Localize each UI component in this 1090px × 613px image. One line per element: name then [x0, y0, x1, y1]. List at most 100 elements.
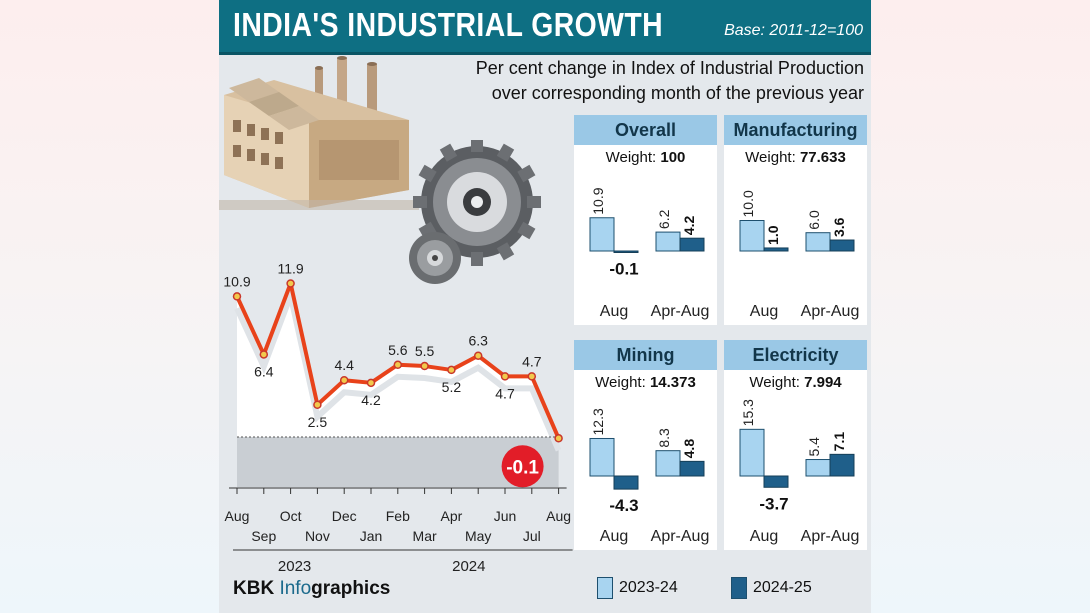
data-point [232, 292, 242, 301]
bar-category-label: Aug [750, 528, 778, 545]
bar-value-label: 12.3 [590, 408, 606, 435]
bar-value-label: -0.1 [609, 260, 638, 279]
bar-value-label: 4.2 [681, 216, 697, 236]
x-tick-label: Dec [332, 508, 357, 524]
infographic-card: INDIA'S INDUSTRIAL GROWTH Base: 2011-12=… [219, 0, 871, 613]
subtitle: Per cent change in Index of Industrial P… [399, 56, 864, 106]
data-label: 6.3 [468, 333, 488, 349]
bar-2024-25 [763, 247, 789, 252]
year-label: 2024 [452, 558, 485, 575]
bar-2023-24 [589, 217, 615, 252]
bar-2023-24 [739, 428, 765, 477]
bar-value-label: 6.0 [806, 210, 822, 230]
x-tick-label: Jan [360, 528, 383, 544]
bar-2023-24 [655, 450, 681, 477]
legend-swatch-dark [731, 577, 747, 599]
panel-title-mining: Mining [574, 340, 717, 370]
bar-2024-25 [829, 239, 855, 252]
bar-2024-25 [829, 453, 855, 477]
weight-overall: Weight: 100 [605, 149, 686, 166]
data-label: 6.4 [254, 363, 274, 379]
panel-title-manufacturing: Manufacturing [724, 115, 867, 145]
legend-item-2024-25: 2024-25 [731, 577, 812, 599]
bar-value-label: 3.6 [831, 217, 847, 237]
main-title: INDIA'S INDUSTRIAL GROWTH [233, 6, 664, 43]
data-label: 10.9 [223, 273, 250, 289]
bar-value-label: -4.3 [609, 496, 638, 515]
data-point [554, 434, 563, 443]
base-note: Base: 2011-12=100 [724, 22, 863, 39]
data-label: 4.7 [522, 353, 542, 369]
data-point [500, 372, 510, 381]
x-tick-label: Apr [441, 508, 463, 524]
bar-chart-mining: 12.3 -4.3 Aug 8.3 4.8 Apr-Aug [589, 408, 710, 545]
data-label: 4.2 [361, 392, 381, 408]
bar-2024-25 [679, 460, 705, 477]
panel-electricity: Electricity Weight: 7.994 15.3 -3.7 Aug 5.4… [724, 340, 867, 550]
data-point [366, 378, 376, 388]
data-point [473, 351, 483, 360]
data-label: 5.2 [442, 379, 462, 395]
panel-title-overall: Overall [574, 115, 717, 145]
bar-value-label: -3.7 [759, 494, 788, 513]
title-bar: INDIA'S INDUSTRIAL GROWTH Base: 2011-12=… [219, 0, 871, 55]
bar-2024-25 [679, 237, 705, 252]
data-point [286, 279, 295, 288]
bar-category-label: Aug [600, 303, 628, 320]
data-point [339, 375, 349, 385]
x-tick-label: Sep [251, 528, 276, 544]
bar-category-label: Apr-Aug [651, 528, 710, 545]
bar-category-label: Aug [600, 528, 628, 545]
panel-title-electricity: Electricity [724, 340, 867, 370]
line-chart: 10.9 6.4 11.9 2.5 4.4 4.2 5.6 5.5 5.2 6.3 4.7 4.7 -0… [223, 260, 573, 575]
subtitle-line-1: Per cent change in Index of Industrial P… [475, 58, 864, 78]
bar-2023-24 [655, 231, 681, 252]
x-tick-label: Nov [305, 528, 330, 544]
bar-chart-electricity: 15.3 -3.7 Aug 5.4 7.1 Apr-Aug [739, 399, 860, 545]
bar-2023-24 [589, 437, 615, 477]
data-label: 4.4 [334, 357, 354, 373]
bar-value-label: 10.0 [740, 190, 756, 217]
bar-2024-25 [613, 475, 639, 490]
data-label: 5.6 [388, 342, 408, 358]
bar-2024-25 [763, 475, 789, 488]
panel-overall: Overall Weight: 100 10.9 -0.1 Aug 6.2 4.2 Apr… [574, 115, 717, 325]
line-shadow [234, 285, 562, 452]
bar-value-label: 8.3 [656, 428, 672, 448]
gear-icon [409, 140, 541, 284]
data-point [259, 350, 269, 359]
data-label: 5.5 [415, 343, 435, 359]
panel-mining: Mining Weight: 14.373 12.3 -4.3 Aug 8.3 4.8 A… [574, 340, 717, 550]
line-area-fill [237, 283, 559, 439]
bar-chart-manufacturing: 10.0 1.0 Aug 6.0 3.6 Apr-Aug [739, 190, 860, 320]
data-point [420, 361, 429, 371]
data-point [527, 372, 537, 381]
panel-manufacturing: Manufacturing Weight: 77.633 10.0 1.0 Aug 6… [724, 115, 867, 325]
bar-2023-24 [805, 459, 831, 477]
year-label: 2023 [278, 558, 311, 575]
data-label: 2.5 [308, 414, 328, 430]
bar-category-label: Aug [750, 303, 778, 320]
bar-chart-overall: 10.9 -0.1 Aug 6.2 4.2 Apr-Aug [589, 187, 709, 320]
data-point [313, 400, 322, 409]
weight-electricity: Weight: 7.994 [749, 374, 842, 391]
bar-category-label: Apr-Aug [801, 303, 860, 320]
x-tick-label: Aug [225, 508, 250, 524]
highlight-circle [501, 445, 544, 488]
bar-value-label: 6.2 [656, 209, 672, 229]
weight-manufacturing: Weight: 77.633 [745, 149, 846, 166]
legend-swatch-light [597, 577, 613, 599]
x-tick-label: Oct [280, 508, 302, 524]
bar-2024-25 [613, 250, 639, 253]
bar-2023-24 [805, 232, 831, 252]
x-tick-label: Feb [386, 508, 410, 524]
bar-value-label: 15.3 [740, 399, 756, 426]
x-tick-label: Jun [494, 508, 517, 524]
legend-label-2023-24: 2023-24 [619, 579, 678, 596]
bar-2023-24 [739, 220, 765, 252]
data-label: -0.1 [506, 457, 539, 478]
factory-illustration [219, 56, 419, 210]
data-point [447, 365, 456, 375]
highlight-badge: -0.1 [501, 445, 544, 488]
bar-category-label: Apr-Aug [801, 528, 860, 545]
